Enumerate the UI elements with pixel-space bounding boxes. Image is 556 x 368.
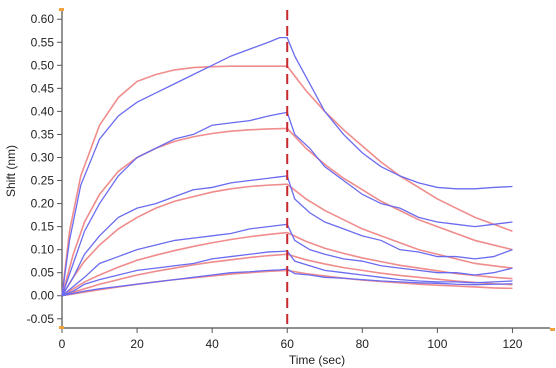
- x-tick-label: 60: [281, 337, 295, 351]
- x-tick-label: 120: [502, 337, 522, 351]
- fit-series-line: [61, 65, 513, 296]
- x-tick-label: 20: [130, 337, 144, 351]
- measured-series-line: [61, 250, 513, 297]
- y-tick-label: 0.45: [31, 81, 55, 95]
- y-tick-label: 0.20: [31, 197, 55, 211]
- y-axis-label: Shift (nm): [4, 145, 18, 197]
- y-tick-label: 0.40: [31, 104, 55, 118]
- fit-series-line: [61, 183, 513, 297]
- measured-series-layer: [61, 37, 513, 297]
- x-tick-label: 0: [59, 337, 66, 351]
- x-axis-label: Time (sec): [289, 353, 345, 367]
- y-tick-label: 0.05: [31, 266, 55, 280]
- axis-end-marker: [59, 8, 64, 11]
- y-tick-label: 0.55: [31, 35, 55, 49]
- axes-layer: -0.05 0.00 0.05 0.10 0.15 0.20 0.25 0.30 0.35 0.4…: [27, 8, 555, 351]
- x-tick-label: 100: [427, 337, 447, 351]
- labels-layer: Time (sec) Shift (nm): [4, 145, 345, 367]
- x-tick-label: 40: [205, 337, 219, 351]
- fit-series-line: [61, 127, 513, 296]
- fit-series-line: [61, 231, 513, 297]
- y-tick-label: 0.60: [31, 12, 55, 26]
- y-tick-label: 0.10: [31, 243, 55, 257]
- measured-series-line: [61, 268, 513, 297]
- x-tick-label: 80: [356, 337, 370, 351]
- measured-series-line: [61, 111, 513, 296]
- fit-series-line: [61, 253, 513, 297]
- y-tick-label: 0.25: [31, 174, 55, 188]
- y-tick-label: 0.35: [31, 127, 55, 141]
- axis-end-marker: [550, 328, 555, 331]
- y-tick-label: -0.05: [27, 312, 55, 326]
- y-tick-label: 0.15: [31, 220, 55, 234]
- fit-series-layer: [61, 65, 513, 297]
- measured-series-line: [61, 223, 513, 297]
- axis-end-marker: [59, 326, 64, 329]
- y-tick-label: 0.30: [31, 150, 55, 164]
- measured-series-line: [61, 175, 513, 297]
- y-tick-label: 0.50: [31, 58, 55, 72]
- measured-series-line: [61, 37, 513, 296]
- y-tick-label: 0.00: [31, 289, 55, 303]
